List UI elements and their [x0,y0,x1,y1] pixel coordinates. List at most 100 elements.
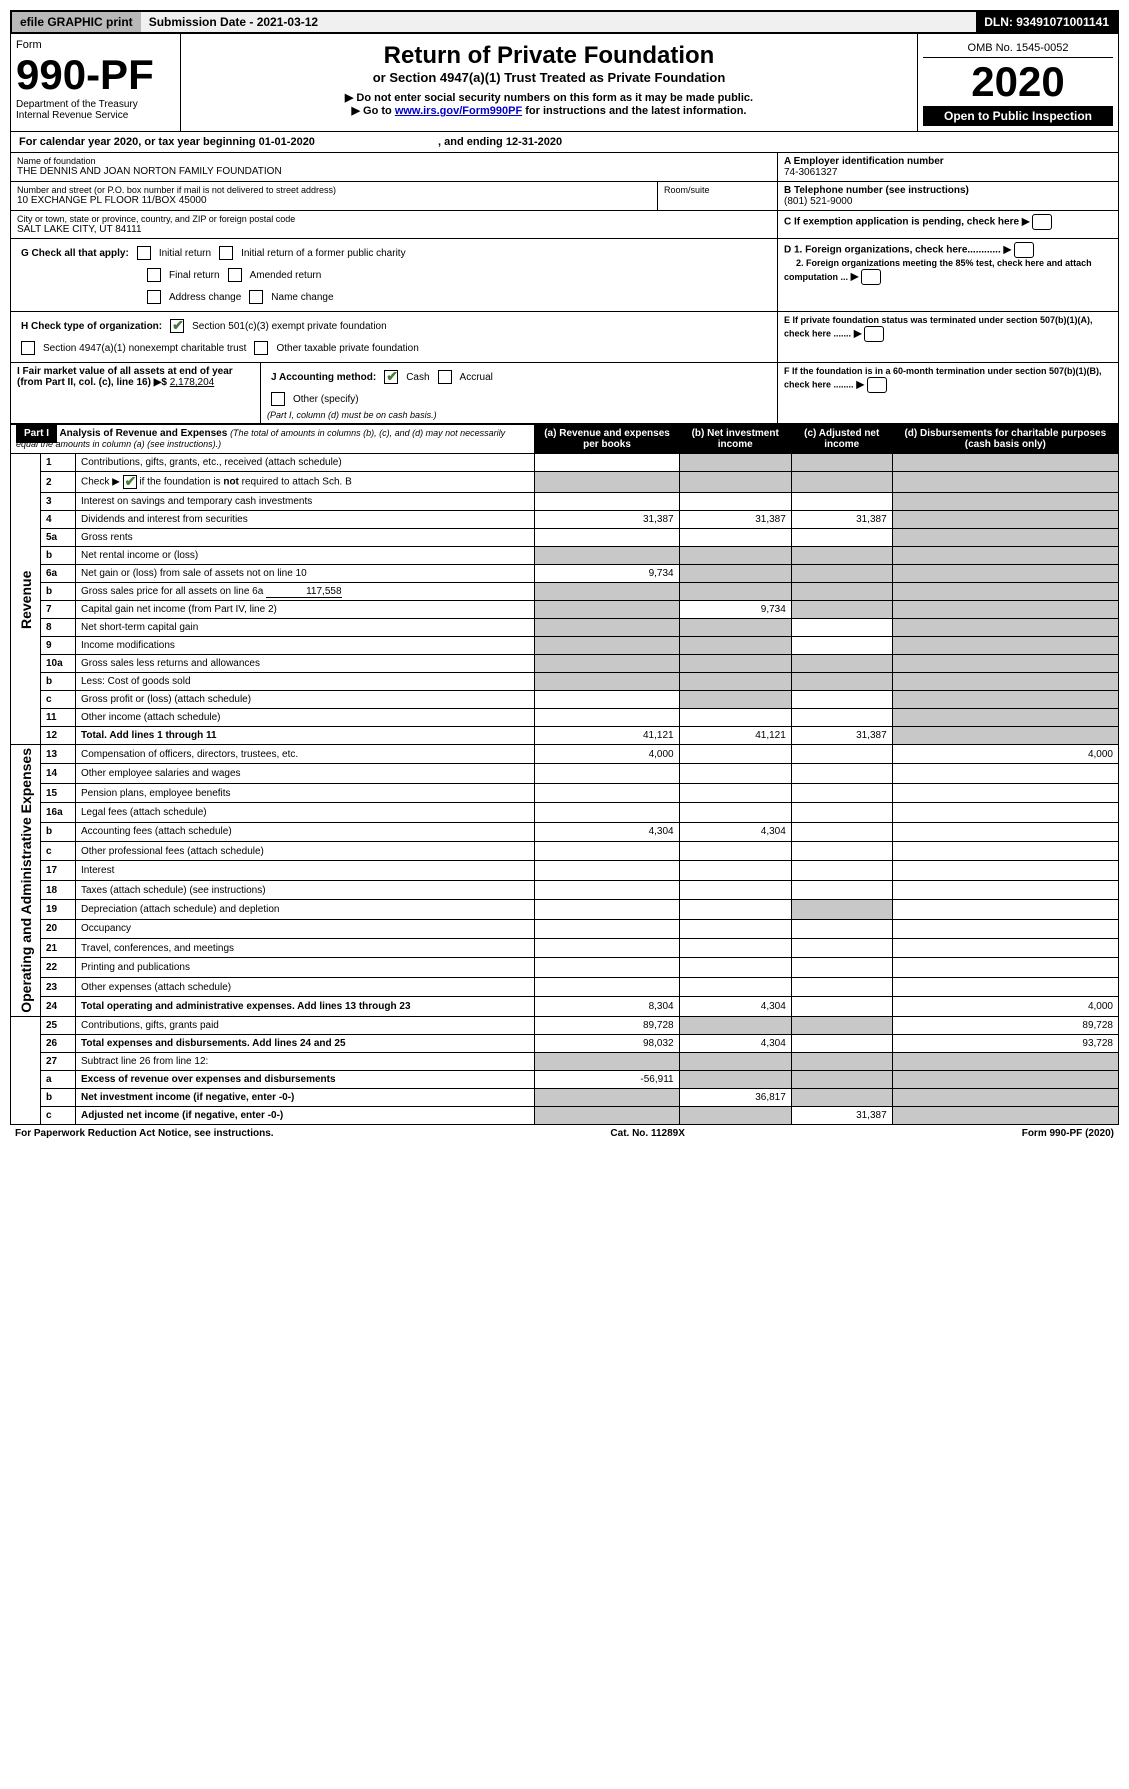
table-row: 6aNet gain or (loss) from sale of assets… [11,565,1119,583]
foundation-name-cell: Name of foundation THE DENNIS AND JOAN N… [11,153,778,181]
table-row: 2Check ▶ if the foundation is not requir… [11,472,1119,493]
page-footer: For Paperwork Reduction Act Notice, see … [10,1125,1119,1142]
table-row: 23Other expenses (attach schedule) [11,977,1119,996]
col-a-header: (a) Revenue and expenses per books [535,425,679,454]
checkbox-amended[interactable] [228,268,242,282]
form-url-link[interactable]: www.irs.gov/Form990PF [395,105,522,117]
checkbox-final[interactable] [147,268,161,282]
footer-mid: Cat. No. 11289X [610,1128,684,1139]
table-row: bNet rental income or (loss) [11,547,1119,565]
tax-year: 2020 [923,58,1113,106]
checkbox-d1[interactable] [1014,242,1034,258]
table-row: 15Pension plans, employee benefits [11,783,1119,802]
form-title: Return of Private Foundation [189,42,909,70]
checkbox-addr-chg[interactable] [147,290,161,304]
checkbox-initial-pub[interactable] [219,246,233,260]
table-row: bGross sales price for all assets on lin… [11,583,1119,601]
section-d-cell: D 1. Foreign organizations, check here..… [778,239,1118,311]
form-label: Form [16,39,175,51]
table-row: 21Travel, conferences, and meetings [11,939,1119,958]
form-subtitle: or Section 4947(a)(1) Trust Treated as P… [189,70,909,85]
entity-row-3: City or town, state or province, country… [10,211,1119,239]
table-row: Operating and Administrative Expenses 13… [11,745,1119,764]
section-c-cell: C If exemption application is pending, c… [778,211,1118,238]
section-f-cell: F If the foundation is in a 60-month ter… [778,363,1118,423]
ein-cell: A Employer identification number 74-3061… [778,153,1118,181]
irs-label: Internal Revenue Service [16,110,175,121]
table-row: 10aGross sales less returns and allowanc… [11,655,1119,673]
table-row: 22Printing and publications [11,958,1119,977]
checkbox-initial[interactable] [137,246,151,260]
checkbox-other-tax[interactable] [254,341,268,355]
checks-row-g: G Check all that apply: Initial return I… [10,239,1119,312]
checks-row-ij: I Fair market value of all assets at end… [10,363,1119,424]
entity-row-1: Name of foundation THE DENNIS AND JOAN N… [10,153,1119,182]
table-row: 20Occupancy [11,919,1119,938]
table-row: 24Total operating and administrative exp… [11,997,1119,1017]
warning-2: ▶ Go to www.irs.gov/Form990PF for instru… [189,104,909,117]
revenue-label: Revenue [11,454,41,745]
room-cell: Room/suite [658,182,778,210]
omb-number: OMB No. 1545-0052 [923,39,1113,58]
checkbox-501c3[interactable] [170,319,184,333]
table-row: 5aGross rents [11,529,1119,547]
footer-right: Form 990-PF (2020) [1022,1128,1114,1139]
table-row: 19Depreciation (attach schedule) and dep… [11,900,1119,919]
checkbox-cash[interactable] [384,370,398,384]
section-j: J Accounting method: Cash Accrual Other … [261,363,778,423]
g-checks: G Check all that apply: Initial return I… [11,239,778,311]
address-cell: Number and street (or P.O. box number if… [11,182,658,210]
table-row: 14Other employee salaries and wages [11,764,1119,783]
checkbox-c[interactable] [1032,214,1052,230]
table-row: bAccounting fees (attach schedule)4,3044… [11,822,1119,841]
table-row: 4Dividends and interest from securities3… [11,511,1119,529]
phone-cell: B Telephone number (see instructions) (8… [778,182,1118,210]
city-cell: City or town, state or province, country… [11,211,778,238]
table-row: 7Capital gain net income (from Part IV, … [11,601,1119,619]
table-row: aExcess of revenue over expenses and dis… [11,1070,1119,1088]
form-id-block: Form 990-PF Department of the Treasury I… [11,34,181,131]
section-e-cell: E If private foundation status was termi… [778,312,1118,362]
table-row: 27Subtract line 26 from line 12: [11,1052,1119,1070]
table-row: 25Contributions, gifts, grants paid89,72… [11,1016,1119,1034]
table-row: 3Interest on savings and temporary cash … [11,493,1119,511]
table-row: 12Total. Add lines 1 through 1141,12141,… [11,727,1119,745]
form-title-block: Return of Private Foundation or Section … [181,34,918,131]
checkbox-accrual[interactable] [438,370,452,384]
efile-label: efile GRAPHIC print [12,12,141,32]
table-row: 17Interest [11,861,1119,880]
entity-row-2: Number and street (or P.O. box number if… [10,182,1119,211]
checkbox-f[interactable] [867,377,887,393]
calendar-year-row: For calendar year 2020, or tax year begi… [10,132,1119,153]
table-row: bLess: Cost of goods sold [11,673,1119,691]
table-row: 16aLegal fees (attach schedule) [11,803,1119,822]
year-block: OMB No. 1545-0052 2020 Open to Public In… [918,34,1118,131]
checkbox-sch-b[interactable] [123,475,137,489]
fmv-value: 2,178,204 [170,377,215,388]
checks-row-h: H Check type of organization: Section 50… [10,312,1119,363]
table-row: 26Total expenses and disbursements. Add … [11,1034,1119,1052]
table-row: bNet investment income (if negative, ent… [11,1088,1119,1106]
expenses-label: Operating and Administrative Expenses [11,745,41,1017]
table-row: Revenue 1Contributions, gifts, grants, e… [11,454,1119,472]
inspection-label: Open to Public Inspection [923,106,1113,126]
submission-date: Submission Date - 2021-03-12 [141,12,977,32]
section-i: I Fair market value of all assets at end… [11,363,261,423]
top-bar: efile GRAPHIC print Submission Date - 20… [10,10,1119,34]
checkbox-name-chg[interactable] [249,290,263,304]
table-row: cOther professional fees (attach schedul… [11,842,1119,861]
col-c-header: (c) Adjusted net income [791,425,892,454]
col-b-header: (b) Net investment income [679,425,791,454]
form-header: Form 990-PF Department of the Treasury I… [10,34,1119,132]
checkbox-other-method[interactable] [271,392,285,406]
checkbox-4947[interactable] [21,341,35,355]
checkbox-e[interactable] [864,326,884,342]
dept-label: Department of the Treasury [16,99,175,110]
table-row: 18Taxes (attach schedule) (see instructi… [11,880,1119,899]
table-row: cAdjusted net income (if negative, enter… [11,1106,1119,1124]
table-row: 9Income modifications [11,637,1119,655]
form-number: 990-PF [16,51,175,99]
table-row: 8Net short-term capital gain [11,619,1119,637]
checkbox-d2[interactable] [861,269,881,285]
table-row: cGross profit or (loss) (attach schedule… [11,691,1119,709]
